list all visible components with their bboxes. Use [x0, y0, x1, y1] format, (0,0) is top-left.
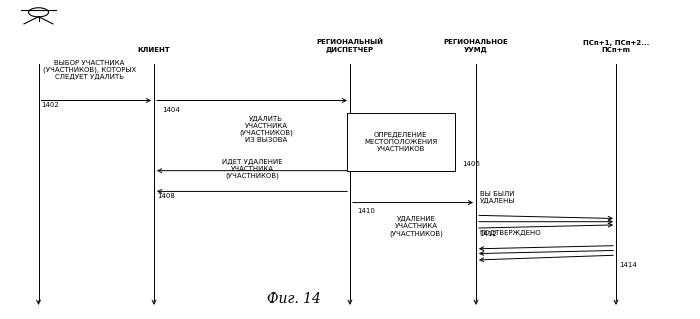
Text: РЕГИОНАЛЬНЫЙ
ДИСПЕТЧЕР: РЕГИОНАЛЬНЫЙ ДИСПЕТЧЕР	[316, 39, 384, 53]
Text: Фиг. 14: Фиг. 14	[267, 292, 321, 306]
Text: ИДЕТ УДАЛЕНИЕ
УЧАСТНИКА
(УЧАСТНИКОВ): ИДЕТ УДАЛЕНИЕ УЧАСТНИКА (УЧАСТНИКОВ)	[222, 159, 282, 179]
Text: УДАЛИТЬ
УЧАСТНИКА
(УЧАСТНИКОВ)
ИЗ ВЫЗОВА: УДАЛИТЬ УЧАСТНИКА (УЧАСТНИКОВ) ИЗ ВЫЗОВА	[239, 115, 293, 143]
Text: 1404: 1404	[162, 107, 180, 113]
Text: ПСп+1, ПСп+2...
ПСп+m: ПСп+1, ПСп+2... ПСп+m	[583, 40, 649, 53]
Text: 1408: 1408	[158, 193, 176, 199]
Text: РЕГИОНАЛЬНОЕ
УУМД: РЕГИОНАЛЬНОЕ УУМД	[444, 39, 508, 53]
Text: 1410: 1410	[357, 208, 375, 213]
Text: УДАЛЕНИЕ
УЧАСТНИКА
(УЧАСТНИКОВ): УДАЛЕНИЕ УЧАСТНИКА (УЧАСТНИКОВ)	[390, 216, 443, 237]
Text: ПОДТВЕРЖДЕНО: ПОДТВЕРЖДЕНО	[480, 230, 541, 236]
Text: КЛИЕНТ: КЛИЕНТ	[138, 47, 170, 53]
Text: 1412: 1412	[480, 231, 497, 237]
Bar	[346, 113, 455, 171]
Text: 1402: 1402	[41, 102, 59, 108]
Text: ВЫ БЫЛИ
УДАЛЕНЫ: ВЫ БЫЛИ УДАЛЕНЫ	[480, 191, 515, 204]
Text: ВЫБОР УЧАСТНИКА
(УЧАСТНИКОВ), КОТОРЫХ
СЛЕДУЕТ УДАЛИТЬ: ВЫБОР УЧАСТНИКА (УЧАСТНИКОВ), КОТОРЫХ СЛ…	[43, 60, 136, 80]
Text: 1406: 1406	[462, 161, 480, 167]
Text: ОПРЕДЕЛЕНИЕ
МЕСТОПОЛОЖЕНИЯ
УЧАСТНИКОВ: ОПРЕДЕЛЕНИЕ МЕСТОПОЛОЖЕНИЯ УЧАСТНИКОВ	[364, 132, 438, 152]
Text: 1414: 1414	[620, 262, 637, 268]
